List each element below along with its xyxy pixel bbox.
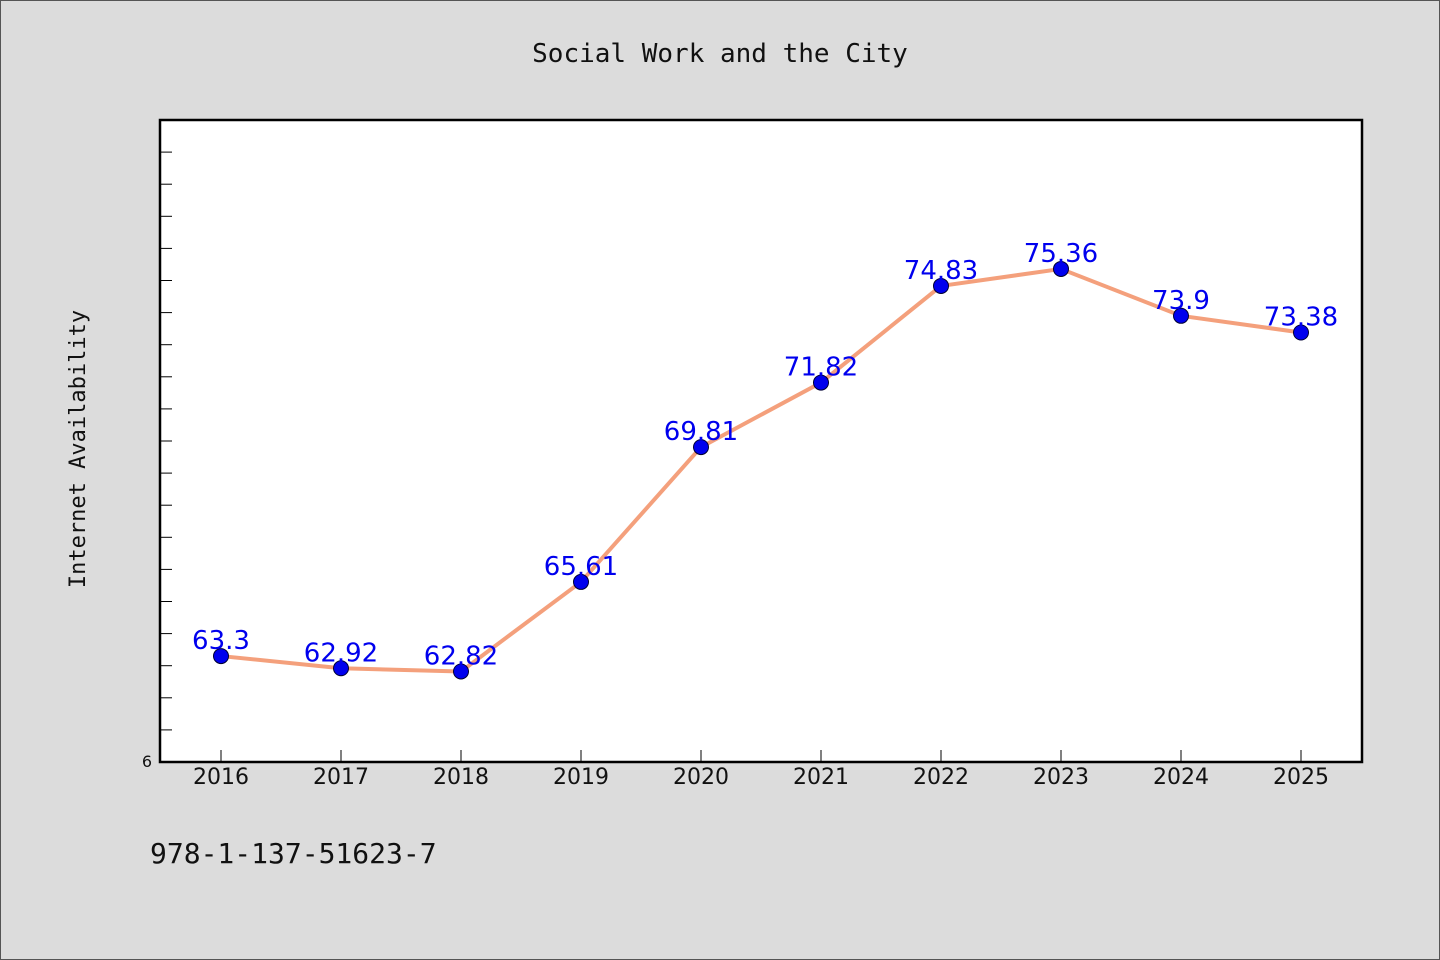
data-markers bbox=[213, 260, 1309, 680]
data-point bbox=[333, 660, 349, 677]
data-label: 62.92 bbox=[304, 638, 378, 668]
chart-title: Social Work and the City bbox=[532, 39, 908, 69]
x-tick-label: 2024 bbox=[1153, 765, 1209, 790]
data-label: 71.82 bbox=[784, 353, 858, 383]
x-axis-ticks: 2016 2017 2018 2019 2020 2021 2022 2023 2024 2025 bbox=[193, 750, 1329, 790]
x-tick-label: 2022 bbox=[913, 765, 969, 790]
data-point bbox=[1173, 307, 1189, 324]
isbn-footer: 978-1-137-51623-7 bbox=[150, 837, 437, 870]
x-tick-label: 2025 bbox=[1273, 765, 1329, 790]
data-point bbox=[213, 648, 229, 665]
data-label: 69.81 bbox=[664, 417, 738, 447]
data-point bbox=[1293, 324, 1309, 341]
data-point bbox=[1053, 260, 1069, 277]
data-labels: 63.3 62.92 62.82 65.61 69.81 71.82 74.83 75.36 7… bbox=[192, 239, 1338, 672]
plot-area bbox=[158, 118, 1364, 764]
data-point bbox=[933, 277, 949, 294]
data-label: 73.38 bbox=[1264, 303, 1338, 333]
data-label: 74.83 bbox=[904, 256, 978, 286]
data-label: 73.9 bbox=[1152, 286, 1210, 316]
x-tick-label: 2016 bbox=[193, 765, 249, 790]
x-tick-label: 2023 bbox=[1033, 765, 1089, 790]
x-tick-label: 2019 bbox=[553, 765, 609, 790]
data-label: 62.82 bbox=[424, 641, 498, 671]
y-axis-label: Internet Availability bbox=[66, 310, 91, 588]
y-tick-label: 6 bbox=[142, 752, 152, 771]
data-label: 63.3 bbox=[192, 626, 250, 656]
data-point bbox=[453, 663, 469, 680]
data-label: 65.61 bbox=[544, 552, 618, 582]
series-line bbox=[220, 266, 1302, 674]
y-axis-ticks bbox=[160, 119, 172, 763]
x-tick-label: 2020 bbox=[673, 765, 729, 790]
data-point bbox=[573, 573, 589, 590]
x-tick-label: 2018 bbox=[433, 765, 489, 790]
series-line-group bbox=[220, 266, 1302, 674]
x-tick-label: 2021 bbox=[793, 765, 849, 790]
data-point bbox=[693, 439, 709, 456]
data-point bbox=[813, 374, 829, 391]
x-tick-label: 2017 bbox=[313, 765, 369, 790]
data-label: 75.36 bbox=[1024, 239, 1098, 269]
